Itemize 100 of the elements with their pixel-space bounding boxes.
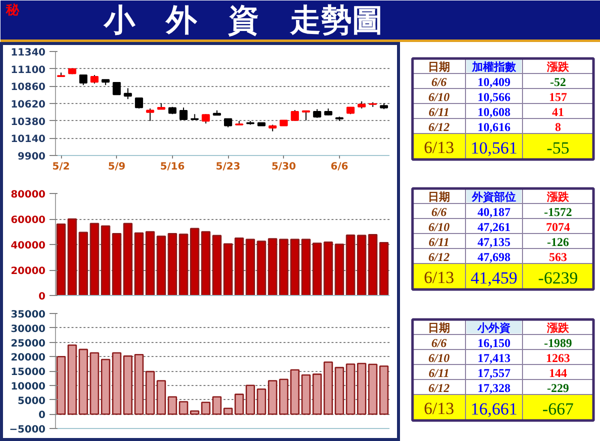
y-tick-label: 25000: [10, 338, 46, 350]
text: -126: [547, 235, 569, 249]
y-tick-label: 10380: [10, 116, 46, 128]
bar: [223, 408, 233, 415]
y-tick-label: 30000: [10, 324, 46, 335]
text: 漲跌: [546, 322, 570, 334]
y-tick-label: 15000: [10, 367, 46, 378]
candlestick: [112, 82, 121, 96]
text: 16,661: [470, 400, 518, 418]
candlestick: [79, 74, 88, 86]
y-tick-label: 11100: [10, 64, 46, 76]
text: 漲跌: [546, 190, 570, 204]
chart-title: 小 外 資 走勢圖: [103, 2, 383, 38]
bar: [256, 240, 266, 296]
text: 7074: [546, 220, 570, 234]
candlestick: [202, 114, 210, 124]
text: 6/12: [428, 120, 450, 134]
text: 144: [549, 366, 567, 380]
y-tick-label: 80000: [10, 190, 46, 200]
x-tick-label: 5/23: [216, 162, 240, 172]
x-tick-label: 5/2: [52, 162, 70, 172]
text: -52: [550, 75, 566, 89]
text: 41,459: [470, 268, 518, 288]
y-tick-label: 5000: [18, 396, 46, 407]
y-tick-label: 40000: [10, 240, 46, 252]
text: 外資部位: [471, 190, 516, 204]
text: 10,616: [478, 120, 510, 134]
bar: [178, 234, 188, 296]
text: -6239: [538, 268, 578, 288]
y-tick-label: −5000: [9, 424, 46, 436]
text: 47,261: [478, 220, 510, 234]
y-tick-label: 9900: [18, 152, 46, 162]
candlestick: [179, 107, 188, 121]
text: 6/12: [428, 250, 450, 264]
y-tick-label: 0: [38, 410, 46, 422]
text: 6/6: [431, 336, 447, 350]
bar: [346, 234, 356, 296]
bar: [223, 243, 233, 296]
text: 小外資: [476, 322, 510, 334]
bar: [301, 374, 311, 415]
text: 6/13: [424, 399, 454, 418]
bar: [90, 352, 100, 415]
y-tick-label: 10860: [10, 82, 46, 94]
y-tick-label: 11340: [10, 48, 46, 58]
text: 秘: [5, 3, 20, 18]
text: 17,557: [478, 366, 510, 380]
bar: [178, 401, 188, 415]
text: 日期: [428, 322, 450, 334]
text: 17,328: [478, 381, 510, 395]
bar: [212, 234, 222, 296]
text: 6/11: [428, 235, 450, 249]
x-tick-label: 5/30: [271, 162, 296, 172]
text: 日期: [428, 60, 450, 74]
bar: [134, 232, 144, 296]
text: 6/10: [428, 90, 450, 104]
text: 17,413: [478, 351, 510, 365]
text: 10,566: [478, 90, 510, 104]
text: 157: [549, 90, 567, 104]
text: 6/10: [428, 351, 450, 365]
text: -1989: [544, 336, 572, 350]
candlestick: [124, 88, 132, 100]
text: 日期: [428, 190, 450, 204]
text: -667: [542, 400, 574, 418]
y-tick-label: 20000: [10, 352, 46, 364]
text: 10,561: [470, 138, 518, 158]
candlestick: [146, 108, 154, 122]
text: 6/13: [424, 138, 454, 157]
y-tick-label: 35000: [10, 310, 46, 320]
text: 6/13: [424, 268, 454, 287]
y-tick-label: 10620: [10, 100, 46, 110]
text: 6/11: [428, 366, 450, 380]
text: 6/12: [428, 381, 450, 395]
text: 41: [552, 105, 564, 119]
bar: [56, 356, 66, 415]
text: -229: [547, 381, 569, 395]
bar: [134, 354, 144, 415]
candlestick: [290, 110, 299, 122]
candlestick: [302, 110, 310, 121]
text: 16,150: [478, 336, 510, 350]
y-tick-label: 10140: [10, 134, 46, 146]
y-tick-label: 10000: [10, 381, 46, 392]
x-tick-label: 5/16: [160, 162, 185, 172]
bar: [379, 242, 389, 296]
y-tick-label: 0: [38, 292, 46, 302]
candlestick: [134, 98, 144, 109]
text: 47,135: [478, 235, 510, 249]
bar: [301, 238, 311, 296]
y-tick-label: 20000: [10, 266, 46, 277]
x-tick-label: 5/9: [108, 162, 126, 172]
bar: [256, 388, 266, 415]
bar: [56, 223, 66, 296]
text: -1572: [544, 205, 572, 219]
text: 8: [555, 120, 561, 134]
text: 10,409: [478, 75, 510, 89]
text: -55: [546, 138, 570, 158]
text: 漲跌: [546, 60, 570, 74]
text: 40,187: [478, 205, 510, 219]
bar: [346, 363, 356, 415]
text: 加權指數: [471, 60, 517, 74]
text: 6/11: [428, 105, 450, 119]
